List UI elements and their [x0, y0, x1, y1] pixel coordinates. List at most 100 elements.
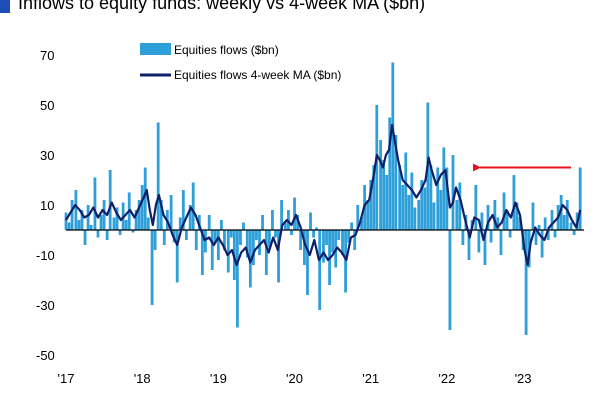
bar-mark — [102, 200, 106, 230]
bar-mark — [569, 222, 573, 230]
bar-mark — [77, 220, 81, 230]
bar-mark — [86, 205, 90, 230]
bar-mark — [404, 152, 408, 230]
bar-mark — [64, 212, 68, 230]
bar-mark — [131, 230, 135, 233]
bar-mark — [445, 167, 449, 230]
x-tick-label: '17 — [58, 371, 75, 386]
ma-line — [65, 123, 582, 267]
bar-mark — [410, 172, 414, 230]
bar-mark — [531, 202, 535, 230]
bar-mark — [318, 230, 322, 310]
bar-mark — [194, 230, 198, 250]
bar-mark — [455, 200, 459, 230]
bar-mark — [287, 210, 290, 230]
bar-mark — [264, 230, 268, 275]
y-tick-label: -30 — [36, 298, 55, 313]
bar-mark — [293, 197, 296, 230]
x-tick-labels: '17 '18 '19 '20 '21 '22 '23 — [58, 371, 532, 386]
bar-mark — [448, 230, 452, 330]
bar-mark — [347, 230, 351, 243]
x-tick-label: '19 — [210, 371, 227, 386]
bar-mark — [474, 185, 478, 230]
bar-mark — [508, 230, 512, 238]
bar-mark — [242, 222, 245, 230]
y-tick-label: -50 — [36, 348, 55, 363]
bar-mark — [191, 182, 195, 230]
bar-mark — [562, 215, 566, 230]
bar-mark — [477, 230, 481, 253]
bar-mark — [216, 230, 220, 260]
bar-mark — [245, 230, 249, 258]
bar-mark — [420, 180, 424, 230]
bar-mark — [407, 195, 411, 230]
y-tick-label: -10 — [36, 248, 55, 263]
bar-series — [64, 62, 582, 335]
x-tick-label: '22 — [438, 371, 455, 386]
bar-mark — [341, 230, 344, 255]
bar-mark — [274, 230, 277, 238]
bar-mark — [296, 215, 299, 230]
bar-mark — [255, 230, 258, 240]
bar-mark — [388, 117, 392, 230]
bar-mark — [226, 230, 230, 273]
bar-mark — [505, 210, 509, 230]
bar-mark — [512, 175, 516, 230]
bar-mark — [537, 225, 541, 230]
bar-mark — [413, 207, 417, 230]
bar-mark — [67, 222, 71, 230]
bar-mark — [382, 160, 386, 230]
bar-mark — [169, 195, 173, 230]
x-tick-label: '18 — [134, 371, 151, 386]
bar-mark — [134, 210, 138, 230]
chart-title-area: Inflows to equity funds: weekly vs 4-wee… — [0, 0, 600, 15]
bar-mark — [325, 230, 328, 245]
bar-mark — [290, 230, 293, 235]
x-tick-label: '23 — [515, 371, 532, 386]
bar-mark — [204, 230, 207, 253]
y-tick-label: 50 — [40, 98, 54, 113]
x-tick-label: '20 — [286, 371, 303, 386]
bar-mark — [118, 230, 122, 235]
bar-mark — [451, 155, 455, 230]
bar-mark — [553, 230, 557, 238]
bar-mark — [543, 217, 547, 230]
bar-mark — [572, 230, 576, 235]
bar-mark — [74, 190, 78, 230]
bar-mark — [271, 210, 274, 230]
bar-mark — [251, 230, 255, 265]
bar-mark — [156, 122, 160, 230]
bar-mark — [83, 230, 87, 245]
bar-mark — [467, 230, 471, 260]
bar-mark — [175, 230, 179, 283]
bar-mark — [499, 230, 503, 255]
bar-mark — [534, 230, 538, 245]
y-tick-label: 70 — [40, 48, 54, 63]
bar-mark — [184, 230, 188, 240]
bar-mark — [483, 230, 487, 265]
bar-mark — [93, 177, 97, 230]
bar-mark — [210, 230, 214, 270]
chart-title: Inflows to equity funds: weekly vs 4-wee… — [18, 0, 426, 13]
bar-mark — [496, 217, 500, 230]
bar-mark — [423, 187, 427, 230]
bar-mark — [559, 195, 563, 230]
bar-mark — [261, 215, 264, 230]
bar-mark — [398, 165, 402, 230]
bar-mark — [267, 230, 271, 248]
bar-mark — [322, 230, 325, 263]
bar-mark — [200, 230, 204, 275]
bar-mark — [385, 175, 389, 230]
bar-mark — [299, 230, 303, 250]
title-marker — [0, 0, 10, 13]
y-tick-label: 30 — [40, 148, 54, 163]
bar-mark — [306, 230, 309, 295]
bar-mark — [213, 230, 217, 243]
bar-mark — [96, 230, 100, 238]
bar-mark — [515, 202, 519, 230]
bar-mark — [108, 170, 112, 230]
bar-mark — [480, 212, 484, 230]
bar-mark — [143, 167, 147, 230]
legend-bar-swatch — [140, 43, 171, 55]
